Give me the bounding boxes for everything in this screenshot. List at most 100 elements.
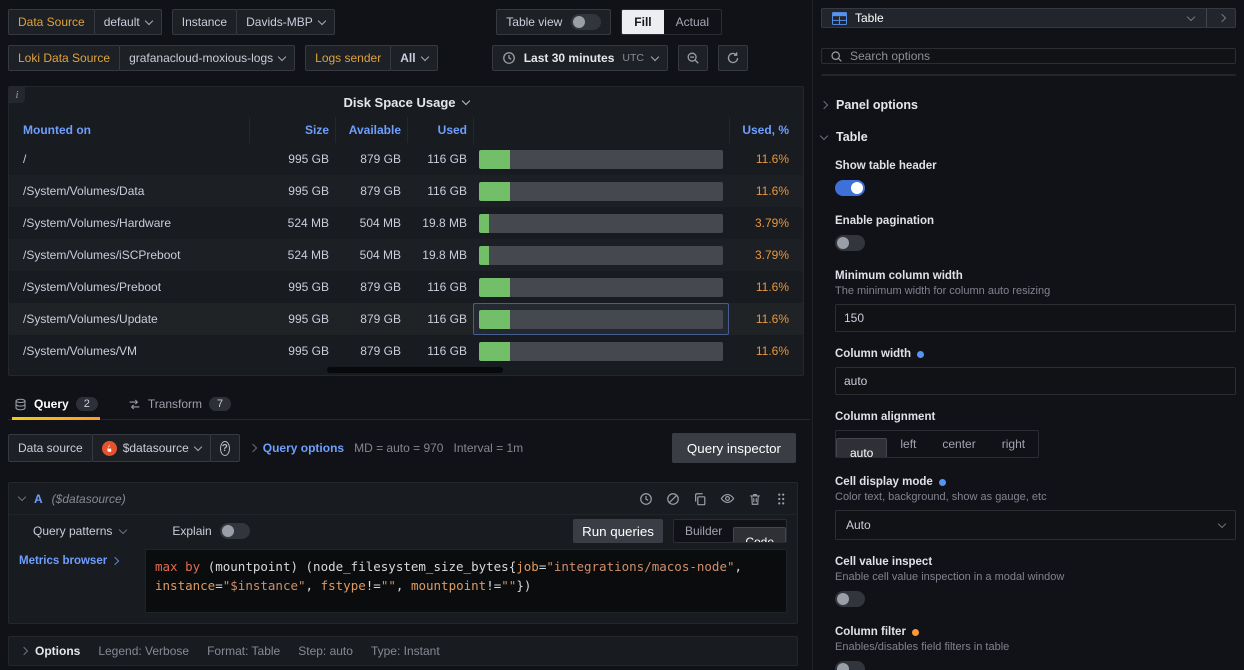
column-filter-desc: Enables/disables field filters in table xyxy=(835,641,1010,653)
remove-query-icon[interactable] xyxy=(748,492,762,506)
query-row-card: A ($datasource) Query patterns xyxy=(8,482,798,624)
chevron-right-icon xyxy=(19,646,29,656)
cell-used-pct: 11.6% xyxy=(755,344,789,358)
query-patterns-dropdown[interactable]: Query patterns xyxy=(19,524,128,538)
refresh-icon xyxy=(726,51,740,65)
query-row-header: A ($datasource) xyxy=(9,483,797,515)
options-search-input[interactable] xyxy=(850,49,1227,63)
panel-info-icon[interactable]: i xyxy=(9,87,25,103)
cell-display-mode-select[interactable]: Auto xyxy=(835,510,1236,540)
query-editor-body: Metrics browser max by (mountpoint) (nod… xyxy=(9,547,797,623)
column-filter-switch[interactable] xyxy=(835,661,865,670)
visualization-picker[interactable]: Table xyxy=(821,8,1236,28)
promql-code-editor[interactable]: max by (mountpoint) (node_filesystem_siz… xyxy=(145,549,787,613)
align-right-option[interactable]: right xyxy=(1001,437,1026,451)
enable-pagination-switch[interactable] xyxy=(835,235,865,251)
datasource-help-button[interactable]: ? xyxy=(209,434,240,462)
chevron-down-icon xyxy=(819,131,829,140)
cell-mount: /System/Volumes/iSCPreboot xyxy=(23,248,181,262)
logs-sender-picker[interactable]: All xyxy=(390,45,438,71)
table-row: / 995 GB 879 GB 116 GB 11.6% xyxy=(9,143,803,175)
drag-handle-icon[interactable] xyxy=(775,492,787,506)
step-summary: Step: auto xyxy=(298,644,353,658)
column-header-used[interactable]: Used xyxy=(407,117,473,143)
toggle-visibility-icon[interactable] xyxy=(720,491,735,506)
tab-transform[interactable]: Transform 7 xyxy=(126,389,233,419)
table-view-toggle-group: Table view xyxy=(496,9,612,35)
collapse-pane-icon[interactable] xyxy=(1217,13,1227,23)
metrics-browser-button[interactable]: Metrics browser xyxy=(19,549,137,567)
usage-gauge xyxy=(473,271,729,303)
query-inspector-button[interactable]: Query inspector xyxy=(671,433,796,463)
datasource-variable-label: Data Source xyxy=(8,9,95,35)
column-alignment-radio-group: auto left center right xyxy=(835,430,1040,458)
column-width-label-row: Column width xyxy=(835,348,1236,360)
table-viz-icon xyxy=(832,11,847,25)
chevron-down-icon xyxy=(144,16,153,25)
cell-display-mode-desc: Color text, background, show as gauge, e… xyxy=(835,491,1047,503)
refresh-button[interactable] xyxy=(718,45,748,71)
align-auto-option[interactable]: auto xyxy=(836,438,888,457)
option-cell-display-mode: Cell display mode Color text, background… xyxy=(835,476,1236,540)
cell-used-pct: 11.6% xyxy=(755,312,789,326)
cell-used: 19.8 MB xyxy=(422,248,467,262)
column-width-input[interactable] xyxy=(835,367,1236,395)
cell-size: 995 GB xyxy=(288,344,329,358)
table-header-row: Mounted on Size Available Used Used, % xyxy=(9,117,803,143)
datasource-variable: Data Source default xyxy=(8,9,162,35)
loki-variable-picker[interactable]: grafanacloud-moxious-logs xyxy=(119,45,296,71)
duplicate-query-icon[interactable] xyxy=(693,492,707,506)
run-queries-button[interactable]: Run queries xyxy=(573,519,663,543)
instance-variable-picker[interactable]: Davids-MBP xyxy=(236,9,335,35)
chevron-right-icon xyxy=(819,100,829,110)
cell-mount: /System/Volumes/Data xyxy=(23,184,145,198)
cell-size: 995 GB xyxy=(288,312,329,326)
enable-pagination-label: Enable pagination xyxy=(835,215,935,227)
query-history-icon[interactable] xyxy=(639,492,653,506)
column-header-size[interactable]: Size xyxy=(249,117,335,143)
datasource-variable-picker[interactable]: default xyxy=(93,9,162,35)
table-view-switch[interactable] xyxy=(571,14,602,30)
code-option[interactable]: Code xyxy=(733,527,786,542)
chevron-right-icon xyxy=(248,443,257,453)
explain-switch[interactable] xyxy=(219,523,250,539)
align-center-option[interactable]: center xyxy=(942,437,976,451)
loki-variable-value: grafanacloud-moxious-logs xyxy=(129,51,274,65)
column-header-mounted-on[interactable]: Mounted on xyxy=(23,123,91,137)
section-panel-options[interactable]: Panel options xyxy=(819,98,1236,112)
database-icon xyxy=(14,398,27,411)
builder-option[interactable]: Builder xyxy=(684,524,723,538)
usage-gauge xyxy=(473,303,729,335)
format-summary: Format: Table xyxy=(207,644,281,658)
chevron-down-icon xyxy=(650,52,660,61)
min-column-width-input[interactable] xyxy=(835,304,1236,332)
query-datasource-group: Data source $datasource ? xyxy=(8,434,240,462)
options-search xyxy=(821,48,1236,64)
disable-query-icon[interactable] xyxy=(666,492,680,506)
collapse-query-icon[interactable] xyxy=(17,492,27,502)
actual-option[interactable]: Actual xyxy=(675,15,709,29)
visualization-name: Table xyxy=(855,11,884,25)
panel-title: Disk Space Usage xyxy=(343,94,456,110)
options-expander[interactable]: Options xyxy=(19,644,80,658)
align-left-option[interactable]: left xyxy=(900,437,917,451)
zoom-out-button[interactable] xyxy=(678,45,708,71)
cell-mount: /System/Volumes/Hardware xyxy=(23,216,172,230)
query-datasource-value: $datasource xyxy=(122,441,189,455)
fill-option[interactable]: Fill xyxy=(622,10,664,34)
cell-value-inspect-switch[interactable] xyxy=(835,591,865,607)
query-options-expander[interactable]: Query options xyxy=(248,441,344,455)
table-horizontal-scrollbar[interactable] xyxy=(327,367,503,373)
time-range-picker[interactable]: Last 30 minutes UTC xyxy=(491,45,668,71)
column-header-used-pct[interactable]: Used, % xyxy=(729,117,795,143)
query-datasource-picker[interactable]: $datasource xyxy=(91,434,211,462)
query-ref-id[interactable]: A xyxy=(34,491,43,506)
column-filter-label-row: Column filter xyxy=(835,626,1236,638)
loki-variable: Loki Data Source grafanacloud-moxious-lo… xyxy=(8,45,296,71)
column-header-available[interactable]: Available xyxy=(335,117,407,143)
panel-title-menu[interactable]: Disk Space Usage xyxy=(9,87,803,117)
show-table-header-switch[interactable] xyxy=(835,180,865,196)
help-icon: ? xyxy=(219,440,230,456)
tab-query[interactable]: Query 2 xyxy=(12,389,100,420)
section-table[interactable]: Table xyxy=(819,130,1236,144)
